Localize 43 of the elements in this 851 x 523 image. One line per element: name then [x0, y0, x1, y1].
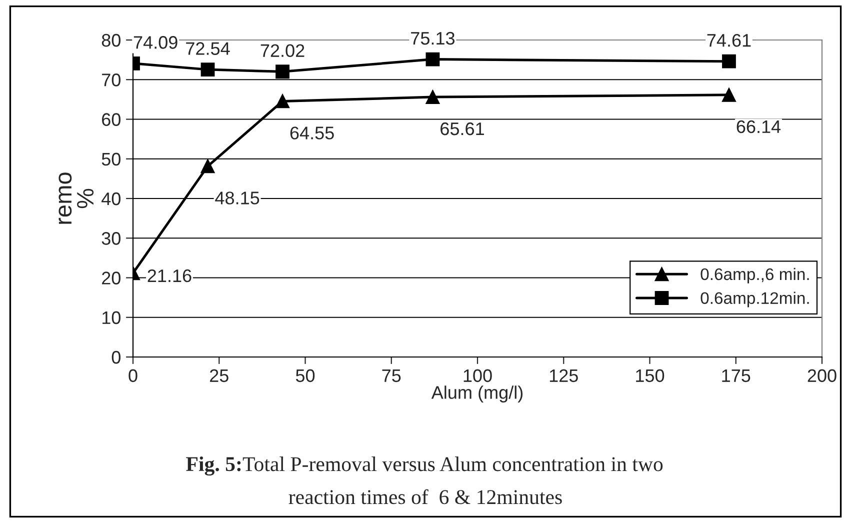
- y-tick-label: 20: [102, 272, 120, 284]
- text: reaction times of 6 & 12minutes: [288, 489, 562, 504]
- y-tick-label: 80: [102, 34, 120, 47]
- data-label: 66.14: [736, 120, 781, 134]
- y-tick-label: 50: [102, 152, 120, 166]
- y-tick-label: 10: [102, 311, 120, 324]
- y-tick-label: 40: [102, 192, 120, 206]
- data-label: 48.15: [215, 192, 260, 204]
- data-label: 74.61: [707, 34, 751, 47]
- x-tick-label: 200: [808, 369, 836, 382]
- x-tick-label: 50: [296, 369, 315, 382]
- x-tick-label: 0: [128, 369, 138, 382]
- x-tick-label: 25: [210, 369, 228, 382]
- x-tick-label: 150: [636, 369, 664, 382]
- caption: Fig. 5:: [186, 456, 241, 476]
- point: [722, 54, 736, 68]
- data-label: 64.55: [290, 126, 334, 140]
- data-label: 75.13: [411, 32, 455, 45]
- y-tick-label: 70: [102, 74, 120, 86]
- x-tick-label: 75: [382, 369, 401, 382]
- x-tick-label: 175: [722, 369, 750, 382]
- y-tick-label: 30: [102, 232, 120, 245]
- point: [200, 62, 215, 77]
- point: [200, 159, 215, 174]
- point: [426, 90, 440, 104]
- point: [276, 64, 290, 79]
- data-label: 72.54: [186, 42, 230, 55]
- x-axis-title: Alum (mg/l): [431, 386, 523, 402]
- legend-label: 0.6amp.,6 min.: [700, 268, 809, 284]
- data-label: 72.02: [260, 44, 304, 58]
- y-tick-label: 0: [112, 350, 120, 364]
- point: [276, 94, 290, 108]
- x-tick-label: 100: [464, 369, 492, 382]
- legend-label: 0.6amp.12min.: [700, 292, 809, 308]
- y-tick-label: 60: [102, 113, 120, 126]
- point: [722, 88, 736, 102]
- data-label: 65.61: [440, 122, 484, 136]
- y-axis-title: remo %: [58, 172, 94, 224]
- text: Total P-removal versus Alum concentration in two: [242, 456, 663, 472]
- x-tick-label: 125: [550, 369, 578, 382]
- point: [426, 52, 440, 66]
- data-label: 21.16: [148, 269, 192, 282]
- data-label: 74.09: [134, 36, 178, 49]
